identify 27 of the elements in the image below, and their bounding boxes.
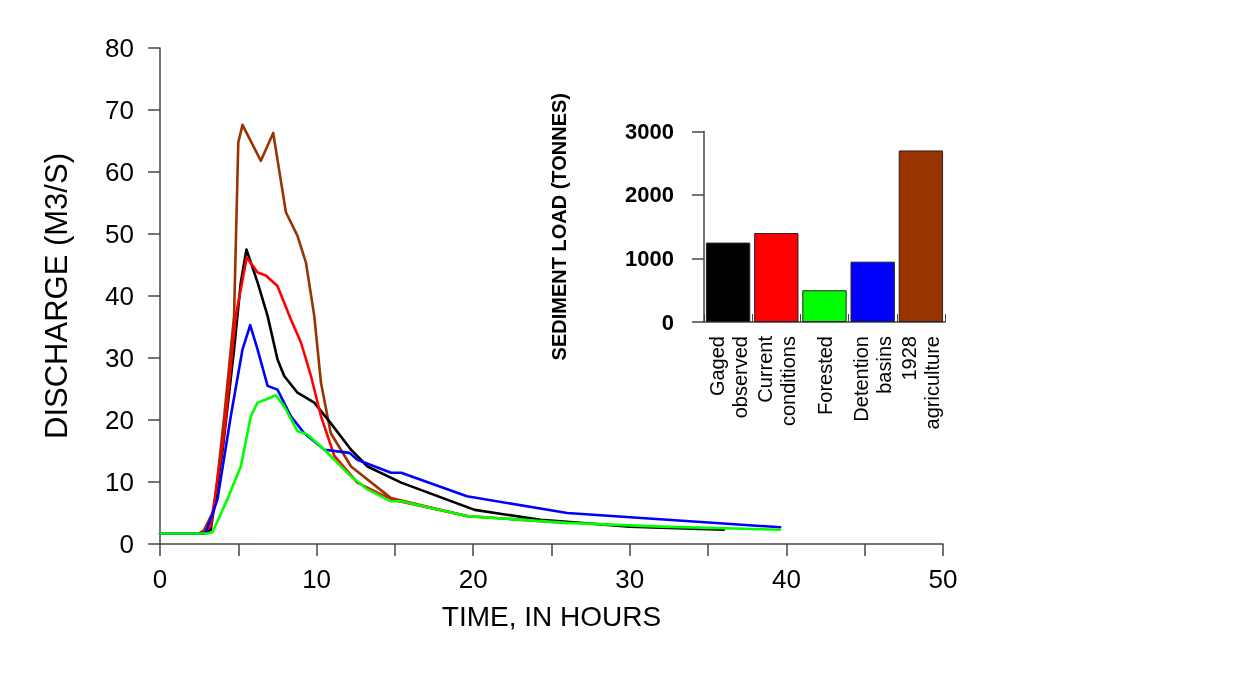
y-tick-label: 60	[105, 157, 134, 187]
y-tick-label: 2000	[625, 182, 674, 208]
x-tick-label: Gaged observed	[705, 336, 751, 419]
x-tick-label: 50	[928, 564, 958, 594]
bar	[754, 233, 799, 322]
x-tick-label: 0	[152, 564, 168, 594]
y-tick-label: 1000	[625, 245, 674, 271]
y-axis-title: SEDIMENT LOAD (TONNES)	[548, 93, 570, 361]
y-tick-label: 50	[105, 219, 134, 249]
x-tick-label: 10	[302, 564, 332, 594]
x-tick-label: Forested	[813, 336, 836, 415]
bar	[705, 242, 751, 322]
y-tick-label: 10	[105, 467, 134, 497]
y-tick-label: 0	[661, 309, 674, 335]
y-tick-label: 3000	[625, 118, 674, 144]
y-axis-title: DISCHARGE (M3/S)	[39, 153, 74, 439]
x-tick-label: Detention basins	[850, 336, 896, 422]
bar	[898, 150, 944, 322]
bar	[802, 290, 847, 322]
y-tick-label: 0	[119, 529, 134, 559]
y-tick-label: 80	[105, 33, 134, 63]
x-axis-title: TIME, IN HOURS	[441, 600, 662, 632]
y-tick-label: 70	[105, 95, 134, 125]
y-tick-label: 40	[105, 281, 134, 311]
bar	[850, 261, 895, 322]
x-tick-label: 40	[771, 564, 801, 594]
x-tick-label: 20	[458, 564, 488, 594]
